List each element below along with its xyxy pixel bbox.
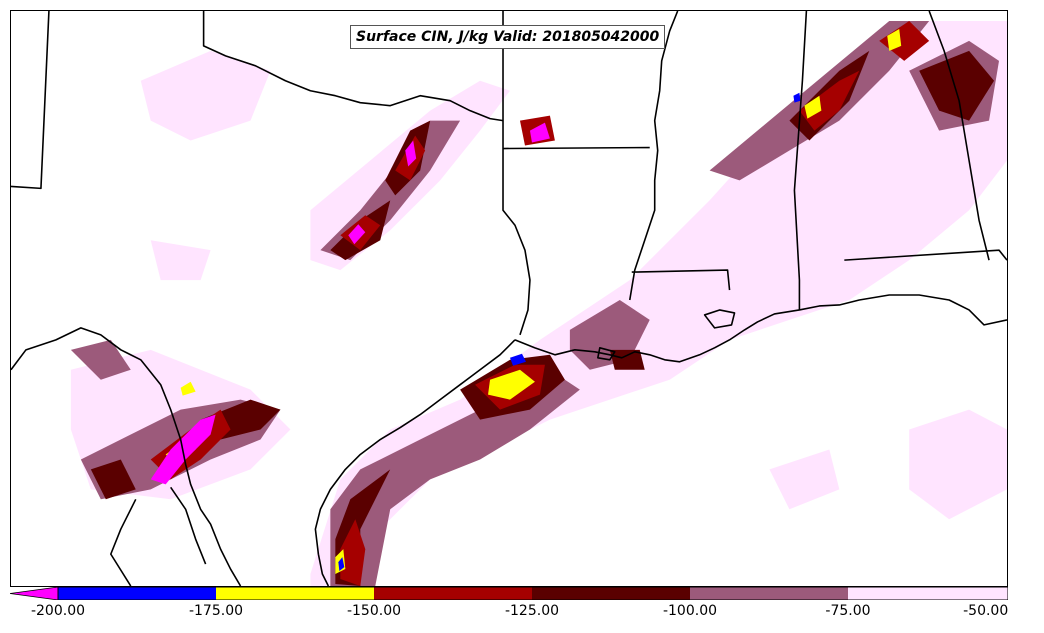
- boundary-lines: [11, 11, 1007, 586]
- colorbar-band-175-150: [216, 587, 374, 600]
- colorbar-tick-label: -50.00: [963, 603, 1009, 619]
- map-panel: Surface CIN, J/kg Valid: 201805042000: [10, 10, 1008, 587]
- colorbar-tick-label: -125.00: [504, 603, 560, 619]
- colorbar-band-200-175: [58, 587, 216, 600]
- colorbar-extend-triangle: [10, 587, 59, 600]
- colorbar-tick-label: -100.00: [662, 603, 718, 619]
- cin-field-map: [11, 11, 1007, 586]
- cin-band-200-175: [338, 92, 801, 572]
- colorbar-band-150-125: [374, 587, 532, 600]
- colorbar-band-100-75: [690, 587, 848, 600]
- colorbar-tick-label: -150.00: [346, 603, 402, 619]
- colorbar-tick-label: -175.00: [188, 603, 244, 619]
- map-title: Surface CIN, J/kg Valid: 201805042000: [350, 25, 666, 49]
- colorbar-swatches: [10, 587, 1008, 600]
- colorbar: [10, 587, 1008, 600]
- colorbar-tick-label: -200.00: [30, 603, 86, 619]
- colorbar-band-125-100: [532, 587, 690, 600]
- cin-band-75-50: [70, 20, 1007, 586]
- colorbar-band-75-50: [848, 587, 1008, 600]
- colorbar-tick-label: -75.00: [825, 603, 871, 619]
